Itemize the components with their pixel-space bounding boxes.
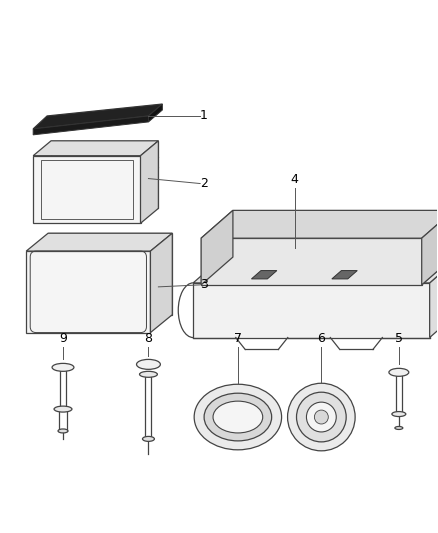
Polygon shape (51, 141, 159, 208)
Polygon shape (422, 211, 438, 285)
Polygon shape (148, 104, 162, 122)
Polygon shape (48, 233, 172, 314)
Ellipse shape (314, 410, 328, 424)
Polygon shape (193, 255, 438, 283)
Ellipse shape (194, 384, 282, 450)
Text: 7: 7 (234, 332, 242, 344)
Ellipse shape (395, 426, 403, 430)
Ellipse shape (52, 364, 74, 372)
Ellipse shape (392, 411, 406, 417)
Text: 8: 8 (145, 332, 152, 344)
Ellipse shape (297, 392, 346, 442)
Text: 9: 9 (59, 332, 67, 344)
Polygon shape (201, 257, 438, 285)
Polygon shape (33, 156, 141, 223)
Ellipse shape (307, 402, 336, 432)
Text: 5: 5 (395, 332, 403, 344)
Text: 6: 6 (318, 332, 325, 344)
Polygon shape (332, 271, 357, 279)
Ellipse shape (142, 437, 155, 441)
Polygon shape (430, 255, 438, 337)
Ellipse shape (389, 368, 409, 376)
Ellipse shape (204, 393, 272, 441)
Ellipse shape (288, 383, 355, 451)
Polygon shape (141, 141, 159, 223)
Polygon shape (201, 238, 422, 285)
Polygon shape (33, 104, 162, 129)
Polygon shape (201, 211, 233, 285)
Text: 2: 2 (200, 177, 208, 190)
Ellipse shape (137, 359, 160, 369)
Polygon shape (26, 251, 150, 333)
Text: 1: 1 (200, 109, 208, 123)
Polygon shape (150, 233, 172, 333)
Polygon shape (251, 271, 277, 279)
Text: 3: 3 (200, 278, 208, 292)
Polygon shape (201, 211, 438, 238)
Ellipse shape (213, 401, 263, 433)
Ellipse shape (58, 429, 68, 433)
Ellipse shape (140, 372, 157, 377)
Ellipse shape (54, 406, 72, 412)
Polygon shape (33, 141, 159, 156)
Polygon shape (26, 233, 172, 251)
Text: 4: 4 (290, 173, 298, 185)
Polygon shape (33, 116, 148, 135)
Polygon shape (193, 283, 430, 337)
